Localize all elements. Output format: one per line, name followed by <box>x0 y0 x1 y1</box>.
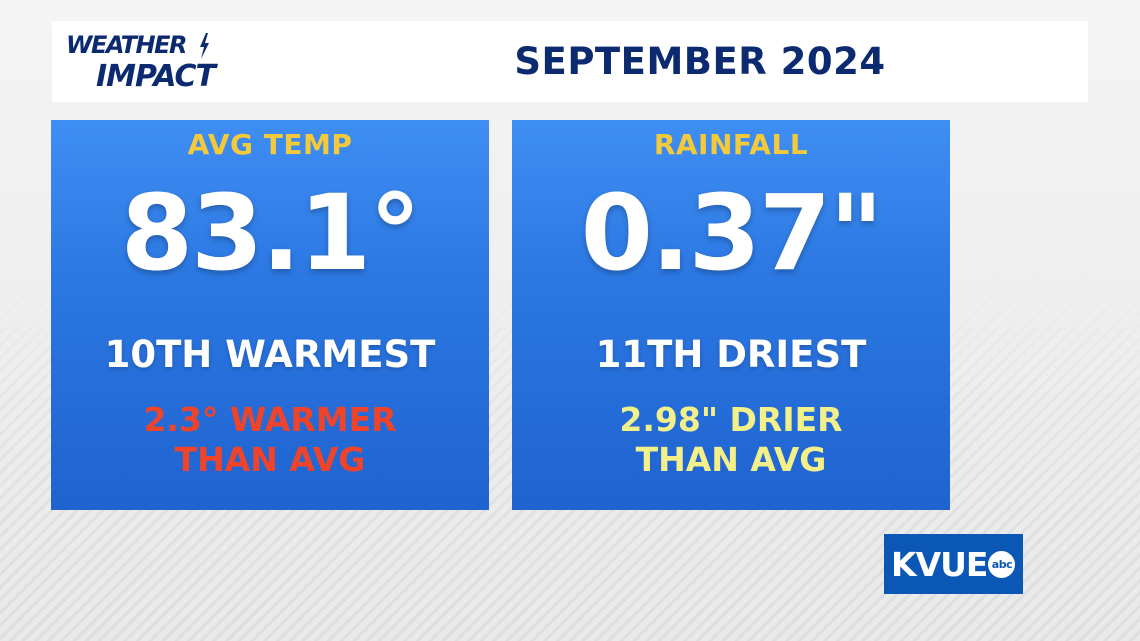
card-value: 83.1° <box>120 172 422 294</box>
card-label: AVG TEMP <box>187 128 353 161</box>
card-delta-line1: 2.98" DRIER <box>619 400 843 439</box>
header-bar: WEATHER IMPACT SEPTEMBER 2024 <box>52 21 1088 102</box>
kvue-abc-logo: KVUE abc <box>884 534 1023 594</box>
rainfall-card: RAINFALL 0.37" 11TH DRIEST 2.98" DRIER T… <box>512 120 950 510</box>
card-delta-line1: 2.3° WARMER <box>143 400 397 439</box>
abc-network-badge: abc <box>988 550 1016 578</box>
card-label: RAINFALL <box>653 128 809 161</box>
avg-temp-card: AVG TEMP 83.1° 10TH WARMEST 2.3° WARMER … <box>51 120 489 510</box>
station-name: KVUE <box>891 544 988 584</box>
logo-line-impact: IMPACT <box>96 59 216 94</box>
card-delta: 2.98" DRIER THAN AVG <box>512 400 950 480</box>
card-rank: 11TH DRIEST <box>595 333 867 376</box>
logo-line-weather: WEATHER <box>66 31 187 59</box>
weather-impact-logo: WEATHER IMPACT <box>66 31 266 95</box>
card-delta-line2: THAN AVG <box>174 440 366 479</box>
card-delta: 2.3° WARMER THAN AVG <box>51 400 489 480</box>
page-title: SEPTEMBER 2024 <box>514 40 886 83</box>
lightning-bolt-icon <box>200 33 209 59</box>
card-rank: 10TH WARMEST <box>104 333 436 376</box>
card-delta-line2: THAN AVG <box>635 440 827 479</box>
card-value: 0.37" <box>580 172 884 294</box>
